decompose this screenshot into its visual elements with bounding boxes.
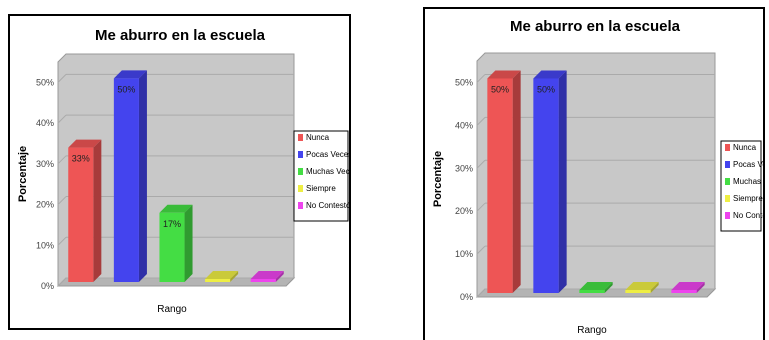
y-axis-label: Porcentaje xyxy=(432,151,444,207)
x-axis-label: Rango xyxy=(157,304,187,315)
legend-swatch xyxy=(298,168,303,175)
y-tick-label: 30% xyxy=(36,159,54,169)
gridline-depth xyxy=(57,277,67,287)
gridline-depth xyxy=(476,74,486,83)
bar-top xyxy=(671,282,705,290)
bar-4 xyxy=(205,279,231,282)
bar-side xyxy=(184,204,193,282)
y-tick-label: 20% xyxy=(36,200,54,210)
legend-swatch xyxy=(725,161,730,168)
y-tick-label: 0% xyxy=(460,292,473,302)
legend-label: Muchas Veces xyxy=(306,167,349,176)
y-axis-label: Porcentaje xyxy=(17,146,29,202)
bar-side xyxy=(604,282,613,293)
gridline-depth xyxy=(476,202,486,212)
y-tick-label: 40% xyxy=(455,120,473,130)
bar-3 xyxy=(159,212,185,282)
legend-label: Pocas Veces xyxy=(306,150,349,159)
y-tick-label: 10% xyxy=(455,249,473,259)
bar-5 xyxy=(671,290,697,293)
legend-label: Pocas Vece xyxy=(733,160,763,169)
bar-4 xyxy=(625,290,651,293)
gridline-depth xyxy=(57,196,67,205)
legend-swatch xyxy=(725,178,730,185)
legend-label: Nunca xyxy=(733,143,757,152)
bar-top xyxy=(579,282,613,290)
bar-side xyxy=(558,70,567,293)
data-label: 17% xyxy=(163,219,181,229)
bar-top xyxy=(159,204,193,213)
legend-label: Muchas Ve xyxy=(733,177,763,186)
data-label: 50% xyxy=(117,84,135,94)
bar-side xyxy=(650,282,659,293)
bar-side xyxy=(138,70,147,282)
bar-chart-right: Me aburro en la escuela 0% 10% 20% 30% 40% 50%… xyxy=(432,18,763,336)
bar-side xyxy=(696,282,705,293)
legend-swatch xyxy=(298,151,303,158)
y-tick-label: 10% xyxy=(36,240,54,250)
bar-1 xyxy=(68,147,94,282)
bar-top xyxy=(68,139,102,148)
legend-label: Siempre xyxy=(733,194,763,203)
gridline-depth xyxy=(57,74,67,83)
chart-panel-right: Me aburro en la escuela 0% 10% 20% 30% 40% 50%… xyxy=(423,7,765,340)
legend-swatch xyxy=(725,144,730,151)
bar-top xyxy=(205,271,239,279)
x-axis-label: Rango xyxy=(577,325,607,336)
data-label: 50% xyxy=(491,84,509,94)
bar-3 xyxy=(579,290,605,293)
gridline-depth xyxy=(57,114,67,124)
legend-swatch xyxy=(725,212,730,219)
gridline-depth xyxy=(57,236,67,246)
legend-label: Nunca xyxy=(306,133,330,142)
data-label: 33% xyxy=(72,154,90,164)
legend-label: Siempre xyxy=(306,184,336,193)
bar-side xyxy=(512,70,521,293)
bar-2 xyxy=(113,78,139,282)
y-tick-label: 30% xyxy=(455,163,473,173)
bar-side xyxy=(230,271,239,282)
gridline-depth xyxy=(476,117,486,126)
bar-5 xyxy=(250,279,276,282)
bar-side xyxy=(275,271,284,282)
bar-top xyxy=(533,70,567,79)
chart-title: Me aburro en la escuela xyxy=(95,27,266,44)
gridline-depth xyxy=(476,288,486,298)
bar-chart-left: Me aburro en la escuela 0% 10% 20% 30% 40% 50%… xyxy=(17,27,349,315)
bar-1 xyxy=(487,78,513,293)
gridline-depth xyxy=(476,159,486,169)
bar-top xyxy=(487,70,521,79)
legend-swatch xyxy=(298,134,303,141)
chart-panel-left: Me aburro en la escuela 0% 10% 20% 30% 40% 50%… xyxy=(8,14,351,330)
legend-swatch xyxy=(298,202,303,209)
legend-label: No Contest xyxy=(733,211,763,220)
bar-top xyxy=(250,271,284,279)
chart-title: Me aburro en la escuela xyxy=(510,18,681,35)
legend-label: No Contestó xyxy=(306,201,349,210)
data-label: 50% xyxy=(537,84,555,94)
y-tick-label: 20% xyxy=(455,206,473,216)
bar-top xyxy=(113,70,147,79)
bar-top xyxy=(625,282,659,290)
y-tick-label: 50% xyxy=(455,77,473,87)
bar-side xyxy=(93,139,102,282)
bar-2 xyxy=(533,78,559,293)
legend-swatch xyxy=(725,195,730,202)
gridline-depth xyxy=(57,155,67,165)
y-tick-label: 0% xyxy=(41,281,54,291)
y-tick-label: 40% xyxy=(36,118,54,128)
gridline-depth xyxy=(476,245,486,255)
legend-swatch xyxy=(298,185,303,192)
y-tick-label: 50% xyxy=(36,77,54,87)
